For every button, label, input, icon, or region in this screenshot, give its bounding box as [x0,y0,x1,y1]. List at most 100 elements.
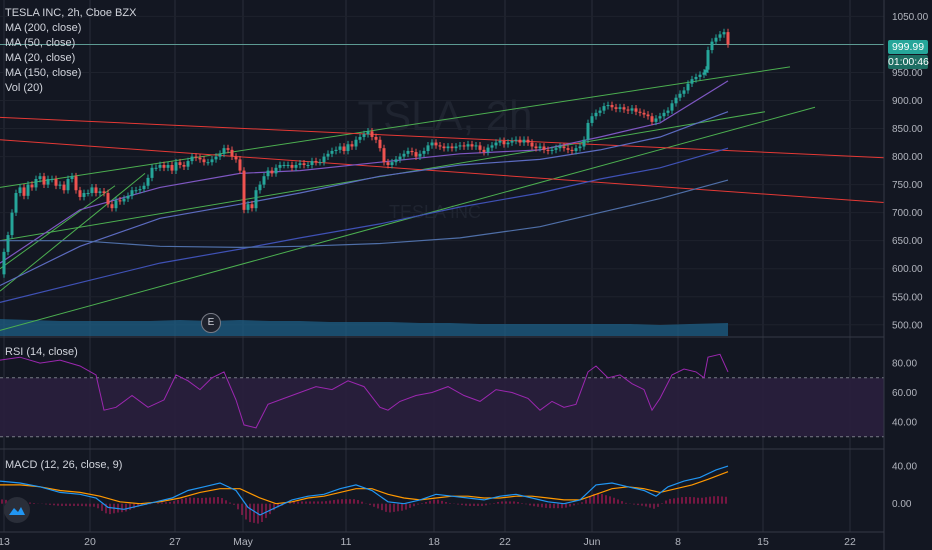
ma-line [0,147,729,303]
candle-body [558,146,562,149]
candle-body [2,251,6,275]
earnings-marker[interactable]: E [201,313,221,333]
time-tick-label: 27 [169,536,181,548]
trend-line-green [0,66,791,188]
candle-body [210,159,214,163]
candle-body [646,114,650,117]
candle-body [326,153,330,157]
candle-body [330,150,334,154]
candle-body [694,76,698,80]
candle-body [170,164,174,171]
candle-body [166,164,170,168]
tradingview-logo-icon[interactable] [4,497,30,523]
candle-body [570,149,574,151]
candle-body [590,116,594,123]
candle-body [342,146,346,151]
candle-body [126,195,130,199]
price-tick-label: 1050.00 [892,12,929,23]
macd-legend[interactable]: MACD (12, 26, close, 9) [5,459,123,471]
candle-body [474,145,478,147]
candle-body [506,142,510,145]
candle-body [622,107,626,110]
candle-body [514,139,518,141]
candle-body [66,179,70,191]
candle-body [234,156,238,160]
candle-body [70,176,74,180]
legend-vol[interactable]: Vol (20) [5,82,43,94]
candle-body [86,193,90,195]
candle-body [158,164,162,168]
candle-body [498,140,502,143]
candle-body [34,179,38,188]
candle-body [98,191,102,194]
time-tick-label: 22 [844,536,856,548]
candle-body [130,190,134,196]
candle-body [134,190,138,192]
legend-ma50[interactable]: MA (50, close) [5,37,76,49]
legend-ma200[interactable]: MA (200, close) [5,22,82,34]
macd-tick-label: 40.00 [892,462,917,473]
candle-body [494,142,498,146]
candle-body [542,146,546,150]
candle-body [142,185,146,190]
candle-body [174,162,178,171]
candle-body [714,37,718,42]
candle-body [598,110,602,113]
candle-body [674,97,678,104]
candle-body [402,153,406,157]
candle-body [306,164,310,166]
candle-body [462,145,466,147]
candle-body [370,131,374,137]
candle-body [582,139,586,147]
legend-ma150[interactable]: MA (150, close) [5,67,82,79]
candle-body [182,164,186,167]
candle-body [490,145,494,148]
candle-body [450,146,454,149]
price-tick-label: 800.00 [892,152,923,163]
legend-symbol[interactable]: TESLA INC, 2h, Cboe BZX [5,7,137,19]
candle-body [702,72,706,75]
candle-body [18,187,22,194]
candle-body [106,193,110,205]
candle-body [654,118,658,122]
candle-body [10,212,14,236]
volume-area [0,319,728,336]
candle-body [678,93,682,98]
candle-body [50,179,54,181]
candle-body [314,161,318,163]
candle-body [686,83,690,91]
candle-body [282,164,286,166]
candle-body [706,50,710,70]
candle-body [586,122,590,140]
candle-body [722,32,726,35]
candle-body [254,190,258,209]
candle-body [350,144,354,147]
candle-body [726,32,730,45]
candle-body [90,187,94,194]
macd-line [0,465,729,516]
candle-body [538,146,542,149]
candle-body [266,170,270,177]
candle-body [222,148,226,154]
candle-body [218,153,222,157]
candle-body [146,177,150,186]
trend-lines [0,43,885,331]
rsi-band [0,377,884,437]
rsi-legend[interactable]: RSI (14, close) [5,346,78,358]
price-tick-label: 600.00 [892,264,923,275]
candle-body [286,164,290,166]
candle-body [374,136,378,140]
candle-body [650,116,654,122]
candle-body [14,193,18,213]
candle-body [58,184,62,186]
candle-body [198,157,202,160]
candle-body [214,156,218,160]
candle-body [114,200,118,209]
price-tick-label: 850.00 [892,124,923,135]
candle-body [238,159,242,171]
candle-body [698,74,702,77]
legend-ma20[interactable]: MA (20, close) [5,52,76,64]
candle-body [338,146,342,150]
candle-body [54,179,58,186]
